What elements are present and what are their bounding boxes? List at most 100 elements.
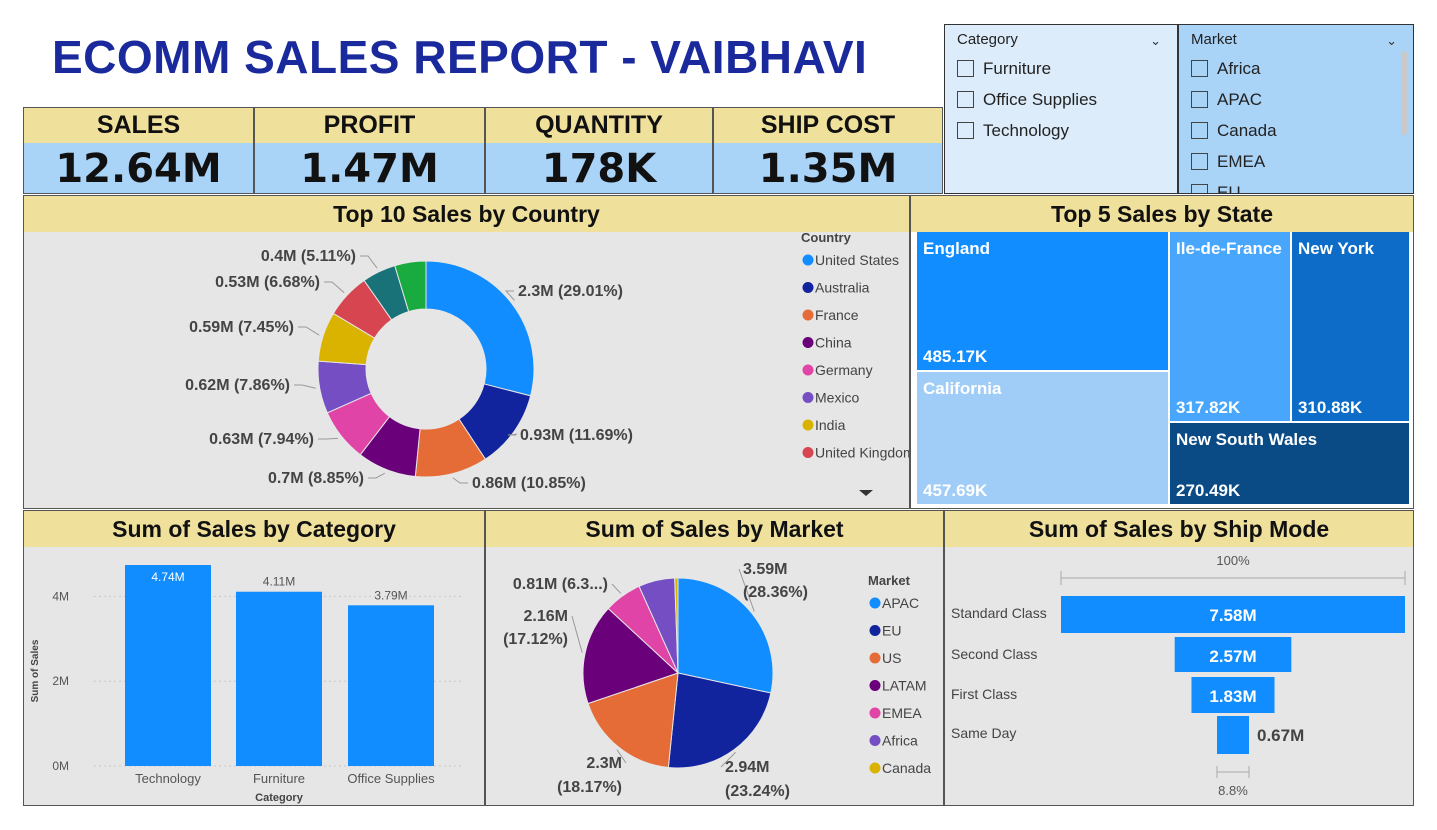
slicer-option-office-supplies[interactable]: Office Supplies bbox=[957, 84, 1165, 115]
checkbox[interactable] bbox=[1191, 60, 1208, 77]
y-axis-title: Sum of Sales bbox=[30, 639, 41, 702]
funnel-bar-standard-class bbox=[1061, 596, 1405, 633]
slicer-option-furniture[interactable]: Furniture bbox=[957, 53, 1165, 84]
legend-item-emea: EMEA bbox=[882, 705, 922, 721]
pie-slice-canada bbox=[674, 577, 679, 674]
category-slicer-title: Category bbox=[957, 31, 1018, 48]
pie-leader-line bbox=[611, 583, 622, 594]
donut-data-label: 0.63M (7.94%) bbox=[209, 431, 314, 448]
donut-data-label: 0.59M (7.45%) bbox=[189, 319, 294, 336]
kpi-sales-label: SALES bbox=[24, 108, 253, 143]
slicer-scrollbar[interactable] bbox=[1401, 51, 1407, 135]
donut-slice-united-states bbox=[425, 260, 535, 397]
market-pie-chart: 3.59M (28.36%) 2.94M (23.24%) 2.3M (18.17%) 2.… bbox=[503, 561, 931, 800]
slicer-option-label: EMEA bbox=[1217, 151, 1266, 171]
checkbox[interactable] bbox=[957, 60, 974, 77]
state-sales-panel: Top 5 Sales by State England 485.17K Calif… bbox=[910, 195, 1414, 509]
kpi-shipcost-label: SHIP COST bbox=[714, 108, 942, 143]
legend-item-india: India bbox=[815, 417, 846, 433]
donut-leader-line bbox=[504, 290, 515, 301]
slicer-option-label: Africa bbox=[1217, 58, 1261, 78]
kpi-shipcost-card: SHIP COST 1.35M bbox=[713, 107, 943, 194]
country-legend-title: Country bbox=[801, 232, 852, 245]
pie-slice-latam bbox=[582, 607, 679, 705]
treemap-value: 310.88K bbox=[1298, 398, 1363, 417]
slicer-option-africa[interactable]: Africa bbox=[1191, 53, 1401, 84]
chevron-down-icon[interactable]: ⌄ bbox=[1150, 33, 1161, 48]
treemap-cell-new-york[interactable]: New York 310.88K bbox=[1292, 232, 1409, 421]
pie-data-label: 2.94M bbox=[725, 759, 769, 776]
funnel-data-label: 2.57M bbox=[1209, 647, 1256, 666]
funnel-top-pct: 100% bbox=[1216, 553, 1250, 568]
donut-data-label: 0.7M (8.85%) bbox=[268, 470, 364, 487]
checkbox[interactable] bbox=[1191, 91, 1208, 108]
pie-data-label: 0.81M (6.3...) bbox=[513, 576, 608, 593]
kpi-quantity-card: QUANTITY 178K bbox=[485, 107, 713, 194]
legend-item-canada: Canada bbox=[882, 760, 931, 776]
donut-data-label: 0.62M (7.86%) bbox=[185, 377, 290, 394]
kpi-quantity-label: QUANTITY bbox=[486, 108, 712, 143]
legend-item-latam: LATAM bbox=[882, 678, 927, 694]
kpi-profit-card: PROFIT 1.47M bbox=[254, 107, 485, 194]
treemap-label: California bbox=[923, 379, 1002, 398]
funnel-category-label: Standard Class bbox=[951, 605, 1047, 621]
legend-item-us: US bbox=[882, 650, 901, 666]
y-tick-label: 2M bbox=[52, 674, 69, 688]
bar-technology bbox=[125, 565, 211, 766]
legend-marker-canada bbox=[869, 762, 881, 774]
checkbox[interactable] bbox=[1191, 153, 1208, 170]
slicer-option-eu[interactable]: EU bbox=[1191, 177, 1401, 193]
funnel-category-label: First Class bbox=[951, 686, 1017, 702]
donut-leader-line bbox=[452, 477, 468, 484]
category-slicer[interactable]: Category ⌄ Furniture Office Supplies Tec… bbox=[944, 24, 1178, 194]
legend-item-apac: APAC bbox=[882, 595, 919, 611]
market-slicer-header[interactable]: Market ⌄ bbox=[1191, 31, 1401, 53]
treemap-cell-california[interactable]: California 457.69K bbox=[917, 372, 1168, 504]
legend-marker-emea bbox=[869, 707, 881, 719]
donut-leader-line bbox=[294, 384, 316, 389]
legend-marker-latam bbox=[869, 680, 881, 691]
legend-item-eu: EU bbox=[882, 623, 901, 639]
treemap-label: England bbox=[923, 239, 991, 258]
category-slicer-header[interactable]: Category ⌄ bbox=[957, 31, 1165, 53]
pie-slice-apac bbox=[677, 577, 774, 694]
pie-data-label-pct: (28.36%) bbox=[743, 584, 808, 601]
legend-item-united-states: United States bbox=[815, 252, 899, 268]
treemap-cell-new-south-wales[interactable]: New South Wales 270.49K bbox=[1170, 423, 1409, 504]
treemap-cell-england[interactable]: England 485.17K bbox=[917, 232, 1168, 370]
market-slicer-title: Market bbox=[1191, 31, 1237, 48]
slicer-option-emea[interactable]: EMEA bbox=[1191, 146, 1401, 177]
checkbox[interactable] bbox=[957, 91, 974, 108]
legend-item-germany: Germany bbox=[815, 362, 873, 378]
funnel-bar-second-class bbox=[1174, 637, 1292, 672]
x-tick-label: Office Supplies bbox=[347, 771, 435, 786]
slicer-option-apac[interactable]: APAC bbox=[1191, 84, 1401, 115]
pie-data-label-pct: (17.12%) bbox=[503, 631, 568, 648]
donut-leader-line bbox=[298, 326, 320, 336]
country-sales-panel: Top 10 Sales by Country 2.3M (29.01%) 0.9… bbox=[23, 195, 910, 509]
checkbox[interactable] bbox=[957, 122, 974, 139]
market-legend-title: Market bbox=[868, 573, 911, 588]
kpi-sales-card: SALES 12.64M bbox=[23, 107, 254, 194]
legend-marker-eu bbox=[869, 625, 881, 636]
donut-leader-line bbox=[507, 433, 518, 436]
legend-marker-united-kingdom bbox=[802, 447, 814, 458]
legend-marker-australia bbox=[802, 282, 814, 293]
chevron-down-icon[interactable]: ⌄ bbox=[1386, 33, 1397, 48]
legend-item-united-kingdom: United Kingdom bbox=[815, 445, 910, 461]
y-tick-label: 4M bbox=[52, 589, 69, 603]
donut-leader-line bbox=[360, 255, 378, 269]
slicer-option-canada[interactable]: Canada bbox=[1191, 115, 1401, 146]
funnel-bar-first-class bbox=[1191, 677, 1275, 713]
slicer-option-label: APAC bbox=[1217, 89, 1263, 109]
checkbox[interactable] bbox=[1191, 184, 1208, 193]
legend-item-china: China bbox=[815, 335, 852, 351]
checkbox[interactable] bbox=[1191, 122, 1208, 139]
market-slicer[interactable]: Market ⌄ Africa APAC Canada EMEA EU bbox=[1178, 24, 1414, 194]
slicer-option-technology[interactable]: Technology bbox=[957, 115, 1165, 146]
treemap-cell-ile-de-france[interactable]: Ile-de-France 317.82K bbox=[1170, 232, 1290, 421]
category-chart-title: Sum of Sales by Category bbox=[24, 511, 484, 547]
category-bar-chart: 0M 2M 4M 4.74M Technology 4.11M Furniture 3.79M… bbox=[30, 565, 464, 804]
market-sales-panel: Sum of Sales by Market 3.59M (28.36%) 2.94… bbox=[485, 510, 944, 806]
donut-data-label: 0.53M (6.68%) bbox=[215, 274, 320, 291]
